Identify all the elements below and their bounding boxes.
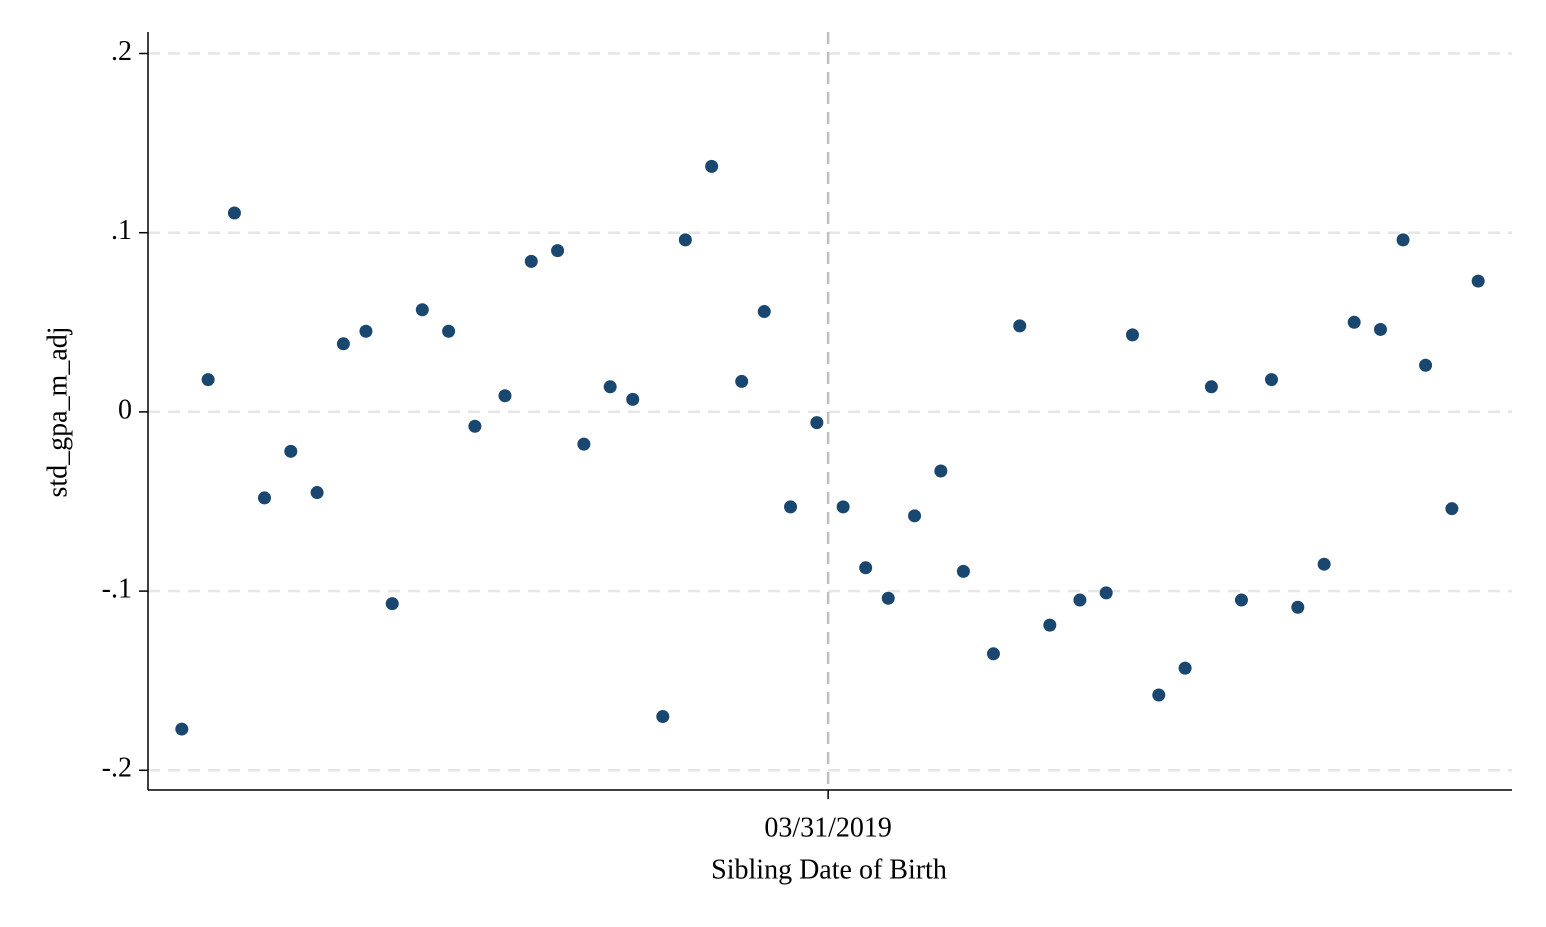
point <box>656 710 670 724</box>
point <box>359 324 373 338</box>
point <box>859 561 873 575</box>
y-tick-label: .2 <box>111 36 132 67</box>
y-tick-label: 0 <box>118 394 132 425</box>
point <box>705 159 719 173</box>
point <box>836 500 850 514</box>
y-tick-label: .1 <box>111 215 132 246</box>
point <box>201 373 215 387</box>
point <box>468 419 482 433</box>
point <box>1099 586 1113 600</box>
point <box>1291 600 1305 614</box>
point <box>257 491 271 505</box>
point <box>1073 593 1087 607</box>
point <box>626 392 640 406</box>
point <box>336 337 350 351</box>
point <box>881 591 895 605</box>
point <box>175 722 189 736</box>
point <box>1178 661 1192 675</box>
point <box>784 500 798 514</box>
point <box>1317 557 1331 571</box>
point <box>1152 688 1166 702</box>
point <box>908 509 922 523</box>
point <box>678 233 692 247</box>
point <box>1373 322 1387 336</box>
point <box>603 380 617 394</box>
point <box>1043 618 1057 632</box>
point <box>1419 358 1433 372</box>
point <box>284 444 298 458</box>
point <box>986 647 1000 661</box>
point <box>227 206 241 220</box>
point <box>310 486 324 500</box>
point <box>1013 319 1027 333</box>
point <box>1445 502 1459 516</box>
point <box>577 437 591 451</box>
point <box>415 303 429 317</box>
point <box>956 564 970 578</box>
point <box>1471 274 1485 288</box>
point <box>1396 233 1410 247</box>
point <box>735 374 749 388</box>
point <box>1347 315 1361 329</box>
point <box>1204 380 1218 394</box>
point <box>442 324 456 338</box>
point <box>1265 373 1279 387</box>
x-tick-label: 03/31/2019 <box>764 812 892 843</box>
point <box>524 254 538 268</box>
point <box>810 416 824 430</box>
point <box>1125 328 1139 342</box>
point <box>1234 593 1248 607</box>
point <box>498 389 512 403</box>
x-axis-label: Sibling Date of Birth <box>711 854 947 885</box>
y-tick-label: -.2 <box>102 753 132 784</box>
point <box>385 597 399 611</box>
y-tick-label: -.1 <box>102 574 132 605</box>
point <box>757 305 771 319</box>
y-axis-label: std_gpa_m_adj <box>42 326 73 497</box>
point <box>934 464 948 478</box>
point <box>551 244 565 258</box>
